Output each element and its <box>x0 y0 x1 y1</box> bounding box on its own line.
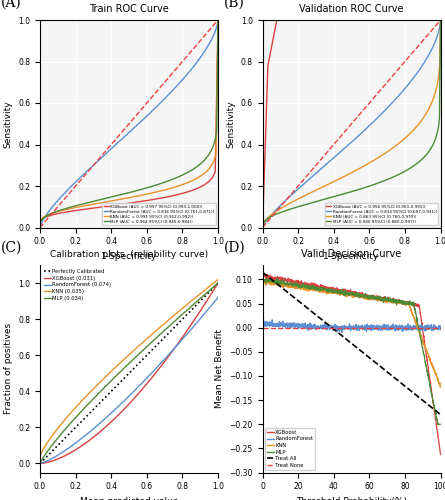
Line: KNN (0.035): KNN (0.035) <box>40 280 218 456</box>
Perfectly Calibrated <box>215 280 221 286</box>
XGBoost (0.031) <box>143 382 149 388</box>
RandomForest (0.074) <box>37 460 43 466</box>
RandomForest (0.074) <box>215 294 221 300</box>
KNN (0.035) <box>37 454 43 460</box>
Title: Valid Decision Curve: Valid Decision Curve <box>301 248 402 258</box>
Title: Calibration plots  (reliability curve): Calibration plots (reliability curve) <box>50 250 208 258</box>
Text: (A): (A) <box>1 0 22 10</box>
Legend: XGBoost, RandomForest, KNN, MLP, Treat All, Treat None: XGBoost, RandomForest, KNN, MLP, Treat A… <box>265 428 316 470</box>
Perfectly Calibrated <box>146 350 152 356</box>
Perfectly Calibrated <box>199 297 204 303</box>
KNN (0.035) <box>143 337 148 343</box>
KNN (0.035) <box>187 299 193 305</box>
X-axis label: 1-Specificity: 1-Specificity <box>101 252 157 261</box>
MLP (0.034) <box>215 280 221 286</box>
Line: MLP (0.034): MLP (0.034) <box>40 283 218 464</box>
RandomForest (0.074) <box>187 328 193 334</box>
KNN (0.035) <box>38 452 43 458</box>
MLP (0.034) <box>146 342 152 347</box>
RandomForest (0.074) <box>38 460 43 466</box>
X-axis label: Mean predicted value: Mean predicted value <box>80 497 178 500</box>
Y-axis label: Mean Net Benefit: Mean Net Benefit <box>215 329 224 408</box>
X-axis label: 1-Specificity: 1-Specificity <box>324 252 380 261</box>
XGBoost (0.031) <box>146 378 152 384</box>
Legend: XGBoost (AUC = 0.956 95%CI (0.900-0.991)), RandomForest (AUC = 0.814 95%CI (0.69: XGBoost (AUC = 0.956 95%CI (0.900-0.991)… <box>325 203 438 226</box>
RandomForest (0.074) <box>146 373 152 379</box>
Perfectly Calibrated <box>143 353 149 359</box>
RandomForest (0.074) <box>143 376 149 382</box>
Legend: Perfectly Calibrated, XGBoost (0.031), RandomForest (0.074), KNN (0.035), MLP (0: Perfectly Calibrated, XGBoost (0.031), R… <box>43 268 113 302</box>
Y-axis label: Sensitivity: Sensitivity <box>226 100 235 148</box>
RandomForest (0.074) <box>199 314 204 320</box>
MLP (0.034) <box>38 459 43 465</box>
KNN (0.035) <box>199 290 204 296</box>
Title: Validation ROC Curve: Validation ROC Curve <box>299 4 404 14</box>
Line: XGBoost (0.031): XGBoost (0.031) <box>40 283 218 464</box>
KNN (0.035) <box>146 334 152 340</box>
Y-axis label: Sensitivity: Sensitivity <box>4 100 12 148</box>
XGBoost (0.031) <box>37 460 43 466</box>
XGBoost (0.031) <box>38 460 43 466</box>
Line: RandomForest (0.074): RandomForest (0.074) <box>40 298 218 464</box>
Perfectly Calibrated <box>38 460 43 466</box>
Legend: XGBoost (AUC = 0.997 95%CI (0.993-1.000)), RandomForest (AUC = 0.816 95%CI (0.76: XGBoost (AUC = 0.997 95%CI (0.993-1.000)… <box>102 203 216 226</box>
XGBoost (0.031) <box>143 382 148 388</box>
KNN (0.035) <box>215 276 221 282</box>
RandomForest (0.074) <box>143 376 148 382</box>
Title: Train ROC Curve: Train ROC Curve <box>89 4 169 14</box>
MLP (0.034) <box>199 294 204 300</box>
Text: (C): (C) <box>1 240 22 254</box>
MLP (0.034) <box>187 304 193 310</box>
Line: Perfectly Calibrated: Perfectly Calibrated <box>40 283 218 464</box>
Perfectly Calibrated <box>143 354 148 360</box>
MLP (0.034) <box>37 460 43 466</box>
MLP (0.034) <box>143 344 149 350</box>
MLP (0.034) <box>143 345 148 351</box>
Y-axis label: Fraction of positives: Fraction of positives <box>4 323 12 414</box>
Text: (B): (B) <box>223 0 244 10</box>
X-axis label: Threshold Probability(%): Threshold Probability(%) <box>296 497 407 500</box>
Perfectly Calibrated <box>37 460 43 466</box>
XGBoost (0.031) <box>187 323 193 329</box>
XGBoost (0.031) <box>215 280 221 286</box>
KNN (0.035) <box>143 336 149 342</box>
XGBoost (0.031) <box>199 306 204 312</box>
Text: (D): (D) <box>223 240 245 254</box>
Perfectly Calibrated <box>187 308 193 314</box>
